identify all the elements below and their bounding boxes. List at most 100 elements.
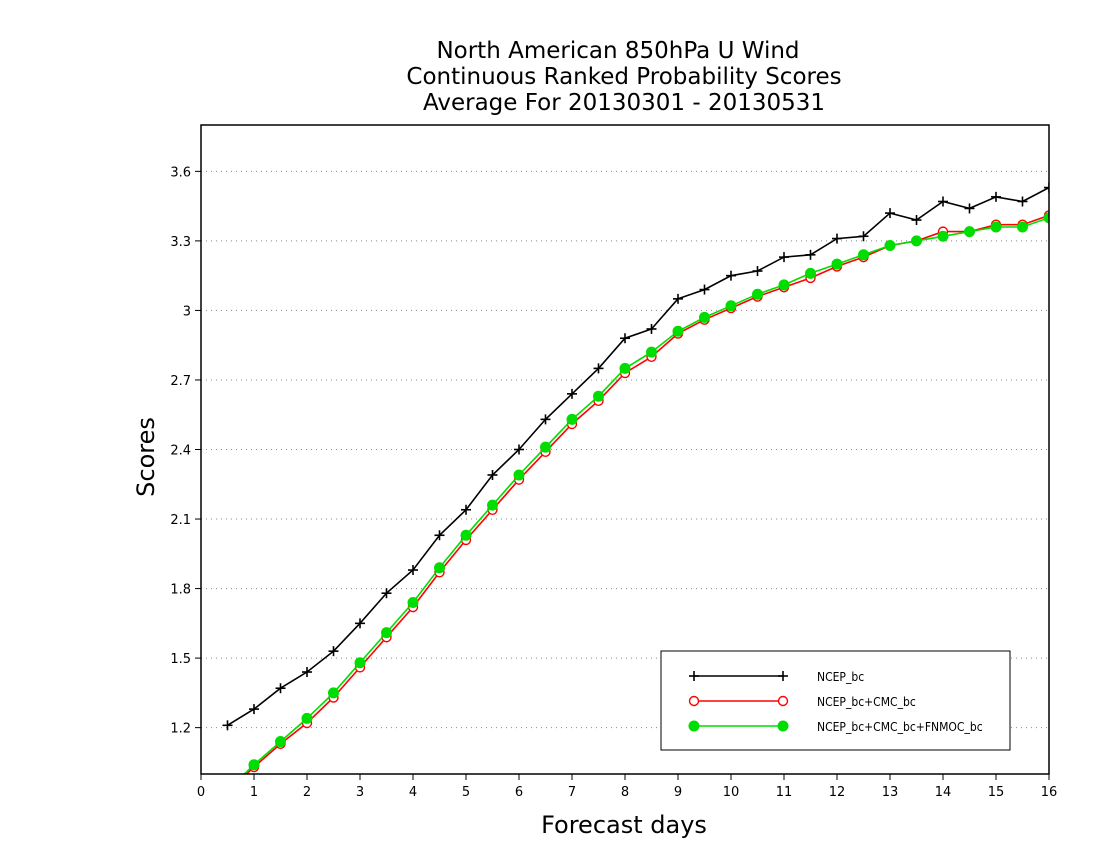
data-point: [990, 221, 1002, 233]
x-tick-label: 10: [723, 785, 740, 800]
legend-marker: [688, 720, 700, 732]
data-point: [991, 191, 1001, 202]
data-point: [275, 736, 286, 748]
y-tick-label: 3.3: [170, 235, 191, 250]
x-tick-label: 0: [197, 785, 205, 800]
legend-marker: [689, 671, 699, 681]
data-point: [593, 363, 604, 374]
x-tick-label: 5: [462, 785, 470, 800]
y-tick-label: 1.5: [170, 652, 191, 667]
legend-item: NCEP_bc+CMC_bc+FNMOC_bc: [688, 720, 983, 734]
chart-title-line-2: Continuous Ranked Probability Scores: [406, 64, 841, 90]
legend-label: NCEP_bc+CMC_bc: [817, 695, 916, 709]
data-point: [381, 588, 392, 599]
x-tick-label: 12: [829, 785, 846, 800]
data-point: [937, 230, 949, 242]
legend-marker: [688, 695, 700, 707]
x-tick-label: 9: [674, 785, 682, 800]
x-tick-label: 2: [303, 785, 311, 800]
x-tick-label: 1: [250, 785, 258, 800]
data-point: [672, 325, 684, 337]
x-tick-label: 15: [988, 785, 1005, 800]
data-point: [778, 279, 790, 291]
legend-marker: [778, 671, 788, 681]
data-point: [302, 667, 312, 678]
y-axis-label: Scores: [132, 417, 160, 497]
y-tick-label: 2.4: [170, 444, 191, 459]
data-point: [460, 529, 472, 541]
data-point: [620, 333, 630, 344]
data-point: [540, 414, 551, 425]
series-3: [223, 212, 1049, 795]
y-tick-label: 2.7: [170, 374, 191, 389]
data-point: [911, 235, 922, 247]
y-axis-ticks: 1.2 1.5 1.8 2.1 2.4 2.7 3 3.3 3.6: [170, 165, 201, 737]
data-point: [567, 388, 577, 399]
legend-item: NCEP_bc+CMC_bc: [688, 695, 916, 709]
x-tick-label: 7: [568, 785, 576, 800]
x-tick-label: 11: [776, 785, 793, 800]
data-point: [884, 240, 896, 252]
data-point: [593, 390, 604, 402]
data-point: [1044, 182, 1049, 193]
data-point: [566, 413, 578, 425]
data-point: [275, 683, 286, 694]
data-point: [223, 785, 233, 795]
legend-marker: [777, 695, 789, 707]
chart-title-line-1: North American 850hPa U Wind: [436, 38, 799, 64]
data-point: [301, 712, 313, 724]
data-point: [540, 441, 551, 453]
legend-label: NCEP_bc: [817, 670, 864, 684]
x-axis-label: Forecast days: [541, 811, 707, 839]
data-point: [805, 267, 816, 279]
data-point: [248, 759, 260, 771]
x-tick-label: 14: [935, 785, 952, 800]
data-point: [885, 208, 895, 219]
legend: NCEP_bc NCEP_bc+CMC_bc NCEP_bc+CMC_bc+FNMO…: [660, 650, 1011, 751]
data-point: [513, 469, 525, 481]
data-point: [355, 618, 365, 629]
x-tick-label: 4: [409, 785, 417, 800]
data-point: [408, 565, 418, 576]
data-point: [964, 226, 975, 238]
data-point: [514, 444, 524, 455]
y-tick-label: 1.2: [170, 722, 191, 737]
data-point: [805, 249, 816, 260]
data-point: [858, 231, 869, 242]
x-axis-ticks: 0 1 2 3 4 5 6 7 8 9 10 11 12 13 14 15 16: [197, 774, 1057, 800]
data-point: [328, 646, 339, 657]
y-tick-label: 3: [183, 304, 191, 319]
data-point: [223, 788, 232, 797]
data-point: [328, 687, 339, 699]
grid-lines: [201, 170, 1049, 729]
data-point: [779, 252, 789, 263]
chart-title-line-3: Average For 20130301 - 20130531: [423, 90, 825, 116]
series-line: [227, 186, 1049, 726]
legend-marker: [777, 720, 789, 732]
y-tick-label: 3.6: [170, 165, 191, 180]
y-tick-label: 1.8: [170, 583, 191, 598]
plot-frame: [200, 124, 1050, 775]
data-point: [673, 293, 683, 304]
x-tick-label: 13: [882, 785, 899, 800]
y-tick-label: 2.1: [170, 513, 191, 528]
data-point: [1017, 196, 1028, 207]
series-layer: [222, 182, 1049, 797]
legend-item: NCEP_bc: [689, 670, 864, 684]
data-point: [911, 215, 922, 226]
data-point: [434, 562, 445, 574]
data-point: [752, 288, 763, 300]
data-point: [699, 311, 710, 323]
data-point: [487, 499, 498, 511]
data-point: [619, 362, 631, 374]
data-point: [646, 323, 657, 334]
data-point: [354, 657, 366, 669]
data-point: [831, 258, 843, 270]
data-point: [858, 249, 869, 261]
data-point: [1043, 212, 1049, 224]
data-point: [752, 266, 763, 277]
data-point: [725, 300, 737, 312]
data-point: [646, 346, 657, 358]
x-tick-label: 16: [1041, 785, 1058, 800]
